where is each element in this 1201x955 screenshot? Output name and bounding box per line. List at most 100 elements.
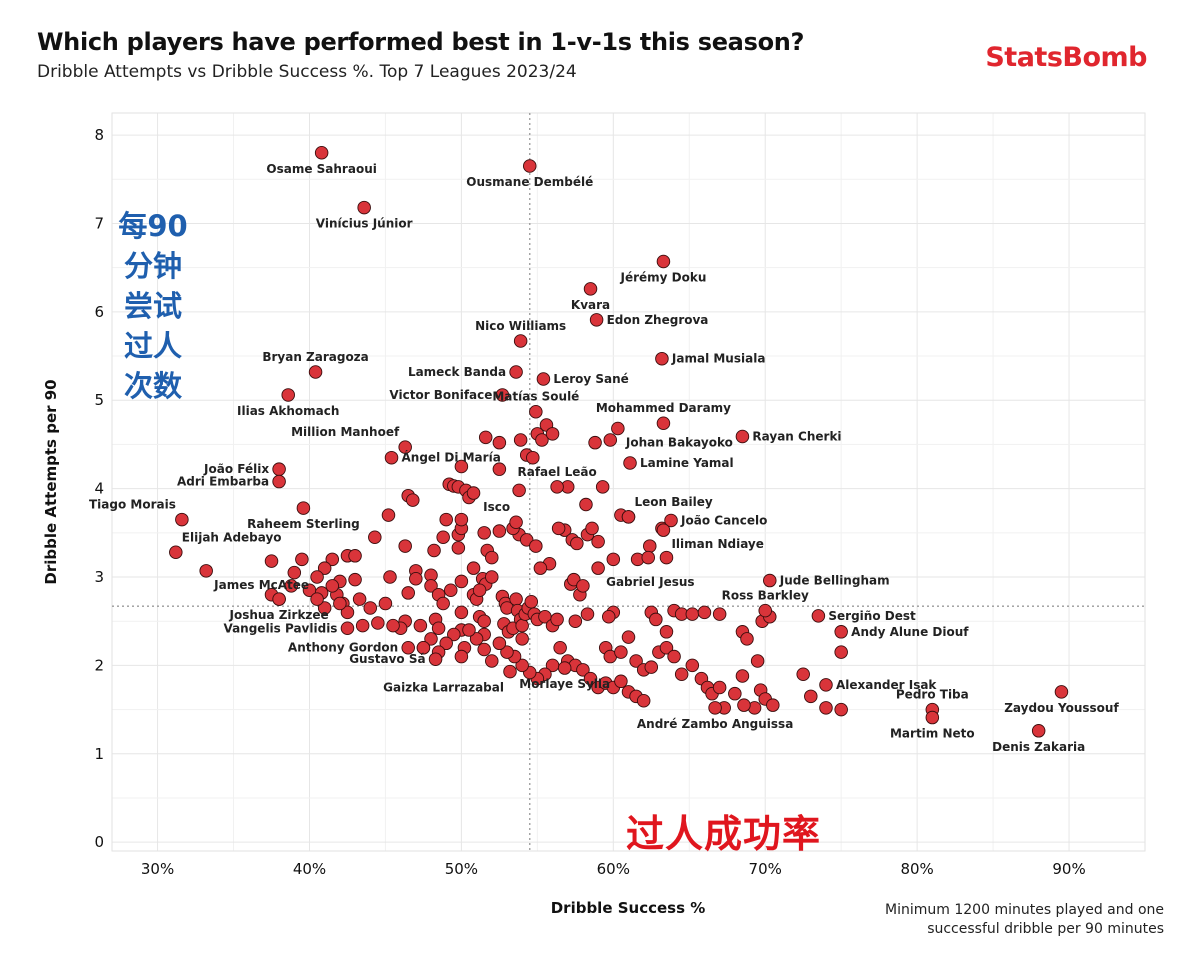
data-point bbox=[644, 660, 659, 674]
data-point bbox=[478, 430, 493, 445]
data-point bbox=[284, 579, 299, 593]
data-point bbox=[355, 618, 370, 633]
data-point bbox=[737, 698, 751, 712]
y-tick-label: 6 bbox=[94, 303, 104, 321]
point-label: Zaydou Youssouf bbox=[1004, 701, 1119, 715]
data-point-labeled bbox=[763, 573, 777, 588]
point-label: Rafael Leão bbox=[517, 465, 596, 479]
data-point bbox=[526, 450, 540, 465]
data-point-labeled bbox=[589, 313, 604, 327]
point-label: Johan Bakayoko bbox=[625, 436, 733, 450]
data-point-labeled bbox=[199, 564, 213, 578]
point-label: Gaizka Larrazabal bbox=[383, 681, 504, 695]
footnote-line-1: Minimum 1200 minutes played and one bbox=[885, 902, 1164, 918]
data-point-labeled bbox=[495, 388, 510, 402]
brand-logo: StatsBomb bbox=[985, 42, 1147, 73]
point-label: Edon Zhegrova bbox=[607, 313, 709, 327]
data-point bbox=[740, 632, 754, 646]
data-point bbox=[352, 592, 367, 606]
x-tick-label: 80% bbox=[900, 860, 933, 878]
data-point bbox=[535, 433, 549, 447]
data-point bbox=[509, 592, 523, 606]
data-point bbox=[454, 459, 469, 474]
data-point bbox=[409, 572, 423, 586]
x-tick-label: 50% bbox=[445, 860, 478, 878]
points bbox=[169, 146, 1069, 738]
data-point-labeled bbox=[401, 640, 415, 655]
point-label: Mohammed Daramy bbox=[596, 401, 731, 415]
point-label: João Félix bbox=[203, 462, 269, 476]
data-point bbox=[363, 601, 378, 615]
axis-ticks: 30% 40% 50% 60% 70% 80% 90% 0 1 2 3 4 5 6 7 8 bbox=[94, 126, 1085, 878]
point-labels: Osame Sahraoui Ousmane Dembélé Vinícius Jú… bbox=[89, 162, 1119, 754]
data-point-labeled bbox=[708, 701, 722, 715]
data-point bbox=[401, 586, 415, 600]
data-point bbox=[614, 674, 628, 689]
point-label: Million Manhoef bbox=[291, 425, 400, 439]
data-point-labeled bbox=[656, 523, 671, 537]
data-point bbox=[579, 497, 593, 512]
data-point bbox=[766, 698, 780, 712]
data-point bbox=[576, 663, 590, 677]
point-label: André Zambo Anguissa bbox=[637, 717, 793, 731]
data-point bbox=[512, 483, 526, 498]
data-point bbox=[580, 607, 595, 621]
data-point bbox=[796, 667, 810, 681]
chinese-x-annotation: 过人成功率 bbox=[626, 812, 822, 856]
data-point-labeled bbox=[925, 710, 940, 725]
data-point-labeled bbox=[503, 664, 517, 679]
data-point bbox=[444, 583, 458, 598]
data-point bbox=[834, 645, 848, 659]
data-point bbox=[602, 610, 616, 624]
data-point bbox=[469, 632, 484, 646]
data-point bbox=[371, 616, 385, 630]
page-title: Which players have performed best in 1-v… bbox=[37, 28, 805, 56]
data-point-labeled bbox=[513, 334, 528, 348]
x-tick-label: 30% bbox=[141, 860, 174, 878]
data-point bbox=[454, 574, 469, 589]
y-tick-label: 3 bbox=[94, 568, 104, 586]
data-point-labeled bbox=[811, 609, 826, 623]
data-point bbox=[585, 521, 599, 536]
data-point-labeled bbox=[656, 416, 671, 430]
data-point bbox=[477, 642, 491, 657]
data-point bbox=[492, 435, 507, 450]
data-point bbox=[515, 618, 529, 633]
point-label: Vinícius Júnior bbox=[316, 217, 413, 231]
data-point bbox=[513, 433, 528, 447]
data-point-labeled bbox=[623, 456, 637, 470]
data-point-labeled bbox=[529, 404, 543, 419]
point-label: Victor Boniface bbox=[389, 388, 492, 402]
data-point bbox=[439, 636, 453, 651]
chinese-y-annotation: 每90分钟尝试过人次数 bbox=[118, 209, 188, 403]
data-point bbox=[595, 480, 610, 494]
data-point bbox=[454, 512, 469, 527]
data-point bbox=[735, 669, 750, 683]
data-point bbox=[659, 550, 674, 565]
point-label: Gustavo Sá bbox=[349, 652, 425, 666]
data-point bbox=[712, 680, 727, 695]
data-point bbox=[466, 486, 481, 500]
data-point bbox=[614, 645, 628, 659]
data-point-labeled bbox=[1054, 685, 1069, 699]
data-point-labeled bbox=[272, 462, 286, 476]
data-point bbox=[649, 612, 663, 627]
data-point bbox=[317, 601, 332, 615]
data-point bbox=[643, 539, 657, 553]
data-point bbox=[500, 645, 514, 659]
data-point bbox=[515, 632, 529, 646]
data-point-labeled bbox=[655, 351, 669, 366]
data-point bbox=[606, 552, 621, 567]
point-label: Ousmane Dembélé bbox=[466, 175, 593, 189]
data-point bbox=[398, 539, 412, 553]
data-point bbox=[466, 561, 481, 575]
data-point bbox=[492, 524, 507, 538]
data-point bbox=[750, 654, 765, 668]
point-label: James McAtee bbox=[213, 578, 309, 592]
point-label: Morlaye Sylla bbox=[519, 677, 610, 691]
point-label: Matías Soulé bbox=[492, 390, 579, 404]
data-point-labeled bbox=[357, 200, 371, 215]
data-point bbox=[424, 579, 438, 593]
data-point bbox=[317, 561, 332, 575]
footnote-line-2: successful dribble per 90 minutes bbox=[927, 921, 1164, 937]
